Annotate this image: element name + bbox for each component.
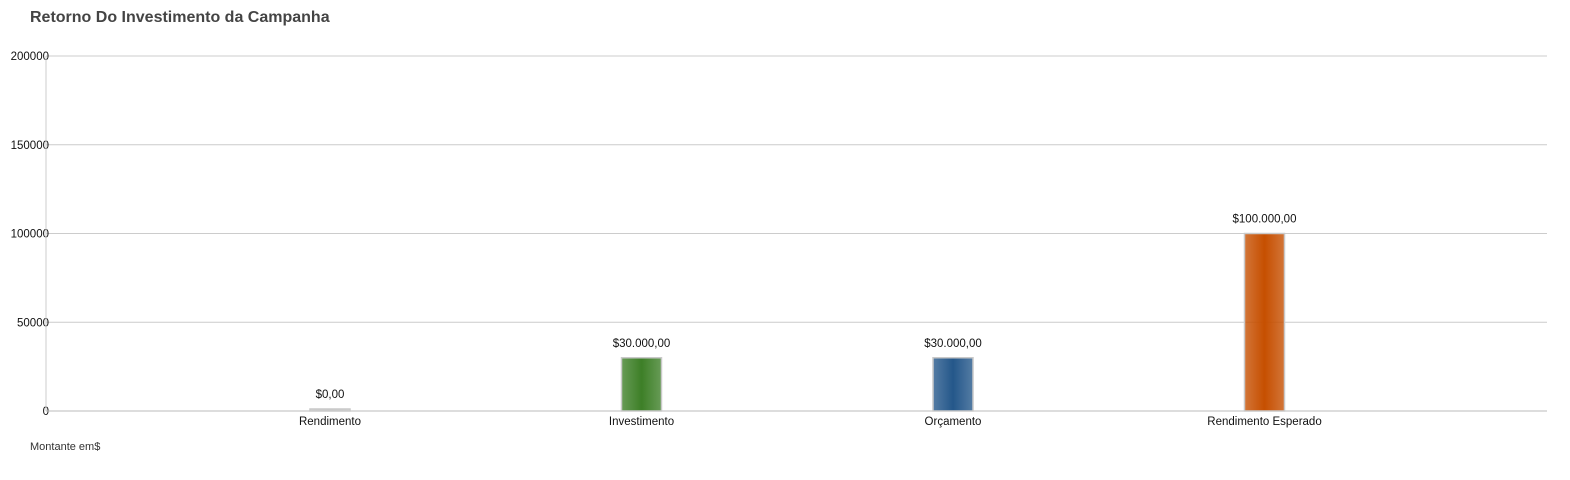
data-label: $0,00 bbox=[316, 389, 345, 401]
bar-rendimento-esperado bbox=[1243, 232, 1286, 412]
x-tick-label: Rendimento bbox=[299, 416, 361, 428]
y-tick-label: 50000 bbox=[17, 317, 49, 329]
y-tick-label: 100000 bbox=[11, 229, 49, 241]
bar-investimento bbox=[620, 357, 663, 412]
y-tick-label: 200000 bbox=[11, 51, 49, 63]
chart-title: Retorno Do Investimento da Campanha bbox=[30, 9, 330, 26]
x-tick-label: Investimento bbox=[609, 416, 674, 428]
y-tick-label: 150000 bbox=[11, 140, 49, 152]
bar-or-amento bbox=[932, 357, 974, 412]
data-label: $30.000,00 bbox=[613, 338, 671, 350]
data-label: $30.000,00 bbox=[924, 338, 982, 350]
amount-footnote: Montante em$ bbox=[30, 441, 101, 453]
bar-rendimento bbox=[309, 408, 351, 412]
x-tick-label: Rendimento Esperado bbox=[1207, 416, 1321, 428]
x-tick-label: Orçamento bbox=[925, 416, 982, 428]
data-label: $100.000,00 bbox=[1233, 214, 1297, 226]
y-tick-label: 0 bbox=[43, 406, 49, 418]
